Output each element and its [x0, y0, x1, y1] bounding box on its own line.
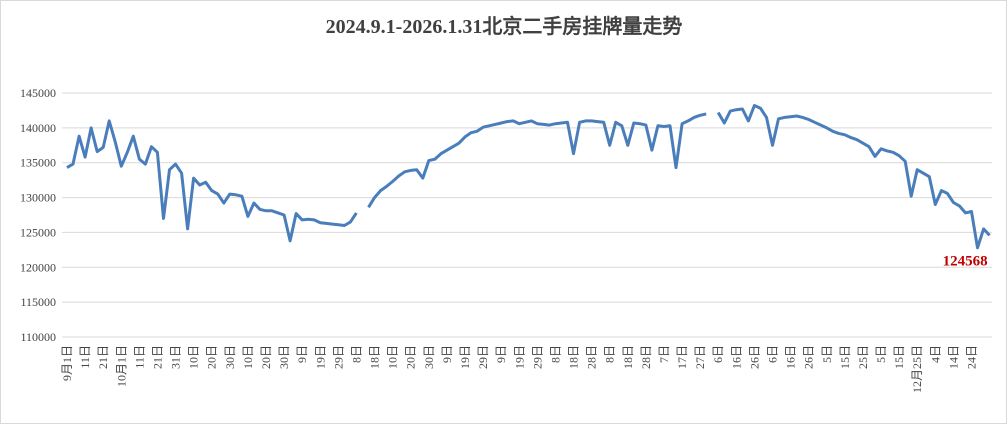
- line-series: [66, 104, 991, 250]
- x-tick-label: 8日: [349, 345, 363, 363]
- x-tick-label: 19日: [313, 345, 327, 369]
- y-tick-label: 115000: [20, 295, 56, 309]
- x-tick-label: 5日: [874, 345, 888, 363]
- x-tick-label: 20日: [259, 345, 273, 369]
- x-tick-label: 15日: [838, 345, 852, 369]
- x-tick-label: 11日: [132, 345, 146, 369]
- x-tick-label: 26日: [802, 345, 816, 369]
- x-tick-label: 28日: [639, 345, 653, 369]
- x-tick-label: 8日: [548, 345, 562, 363]
- x-tick-label: 10日: [386, 345, 400, 369]
- x-tick-label: 29日: [331, 345, 345, 369]
- x-tick-label: 28日: [585, 345, 599, 369]
- x-tick-label: 9日: [440, 345, 454, 363]
- x-tick-label: 8日: [603, 345, 617, 363]
- x-tick-label: 26日: [747, 345, 761, 369]
- x-tick-label: 18日: [567, 345, 581, 369]
- x-tick-label: 21日: [150, 345, 164, 369]
- x-tick-label: 25日: [856, 345, 870, 369]
- x-tick-label: 4日: [928, 345, 942, 363]
- x-tick-label: 31日: [169, 345, 183, 369]
- x-tick-label: 30日: [277, 345, 291, 369]
- x-tick-label: 29日: [476, 345, 490, 369]
- y-tick-label: 145000: [20, 86, 56, 100]
- x-tick-label: 24日: [965, 345, 979, 369]
- y-tick-label: 120000: [20, 260, 56, 274]
- x-tick-label: 30日: [223, 345, 237, 369]
- x-tick-label: 6日: [766, 345, 780, 363]
- x-tick-label: 12月25日: [910, 345, 924, 393]
- x-tick-label: 7日: [657, 345, 671, 363]
- y-tick-label: 110000: [20, 330, 56, 344]
- x-tick-label: 9日: [295, 345, 309, 363]
- x-tick-label: 30日: [422, 345, 436, 369]
- x-tick-label: 9日: [494, 345, 508, 363]
- x-tick-label: 27日: [693, 345, 707, 369]
- x-tick-label: 16日: [784, 345, 798, 369]
- x-tick-label: 19日: [458, 345, 472, 369]
- y-tick-label: 130000: [20, 191, 56, 205]
- x-tick-label: 16日: [729, 345, 743, 369]
- x-tick-label: 14日: [946, 345, 960, 369]
- x-tick-label: 10日: [241, 345, 255, 369]
- x-tick-label: 15日: [892, 345, 906, 369]
- y-tick-label: 125000: [20, 225, 56, 239]
- x-tick-label: 18日: [368, 345, 382, 369]
- data-label: 124568: [943, 253, 988, 269]
- y-tick-label: 135000: [20, 156, 56, 170]
- x-tick-label: 6日: [711, 345, 725, 363]
- x-tick-label: 20日: [205, 345, 219, 369]
- x-tick-label: 29日: [530, 345, 544, 369]
- y-tick-label: 140000: [20, 121, 56, 135]
- x-tick-label: 9月1日: [60, 345, 74, 381]
- x-tick-label: 5日: [820, 345, 834, 363]
- x-tick-label: 21日: [96, 345, 110, 369]
- x-tick-label: 10日: [187, 345, 201, 369]
- x-tick-label: 10月1日: [114, 345, 128, 387]
- chart-title: 2024.9.1-2026.1.31北京二手房挂牌量走势: [326, 14, 683, 38]
- x-tick-label: 20日: [404, 345, 418, 369]
- x-tick-label: 17日: [675, 345, 689, 369]
- x-tick-label: 18日: [621, 345, 635, 369]
- x-tick-label: 19日: [512, 345, 526, 369]
- x-tick-label: 11日: [78, 345, 92, 369]
